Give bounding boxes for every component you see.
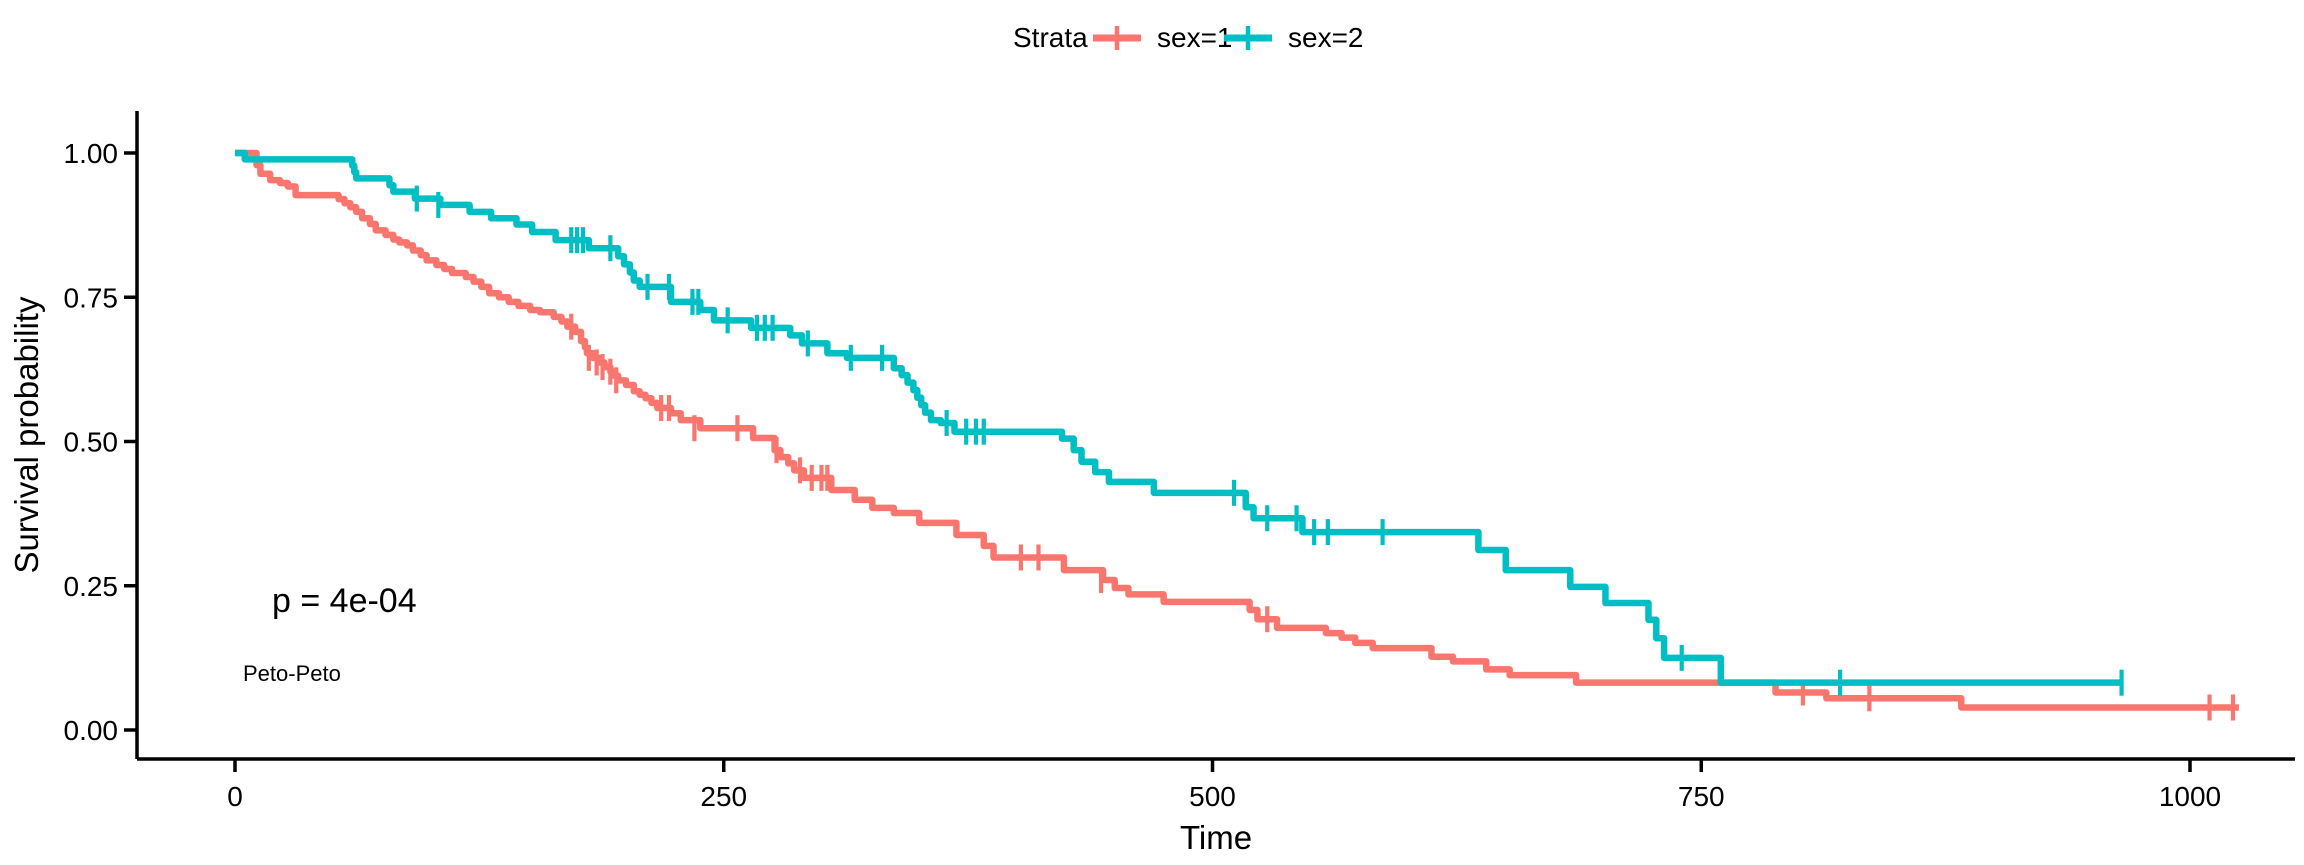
y-axis-tick-label: 0.25: [64, 571, 119, 602]
x-axis-title: Time: [1180, 819, 1252, 856]
y-axis-tick-label: 1.00: [64, 138, 119, 169]
censor-marks-sex-2: [414, 185, 2124, 696]
y-axis-tick-label: 0.00: [64, 715, 119, 746]
censor-marks-sex-1: [569, 313, 2236, 721]
legend-label-sex1: sex=1: [1157, 22, 1233, 53]
series-layer: [235, 149, 2239, 721]
x-axis-tick-label: 750: [1678, 781, 1725, 812]
x-axis-tick-label: 1000: [2159, 781, 2221, 812]
x-axis-tick-label: 250: [700, 781, 747, 812]
x-axis-tick-label: 500: [1189, 781, 1236, 812]
legend-key-sex2-icon: [1224, 26, 1272, 50]
axes-layer: 0 250 500 750 1000 0.00 0.25 0.50 0.75 1.00: [64, 111, 2295, 812]
y-axis-tick-label: 0.75: [64, 282, 119, 313]
legend: Strata sex=1 sex=2: [1013, 22, 1364, 53]
legend-key-sex1-icon: [1093, 26, 1141, 50]
legend-label-sex2: sex=2: [1288, 22, 1364, 53]
survival-curve-sex-1: [235, 149, 2239, 711]
survival-curve-sex-2: [235, 149, 2122, 686]
x-axis-tick-label: 0: [227, 781, 243, 812]
y-axis-title: Survival probability: [8, 296, 45, 573]
y-axis-tick-label: 0.50: [64, 427, 119, 458]
pvalue-label: p = 4e-04: [272, 582, 417, 620]
legend-title: Strata: [1013, 22, 1088, 53]
test-method-label: Peto-Peto: [243, 661, 341, 686]
